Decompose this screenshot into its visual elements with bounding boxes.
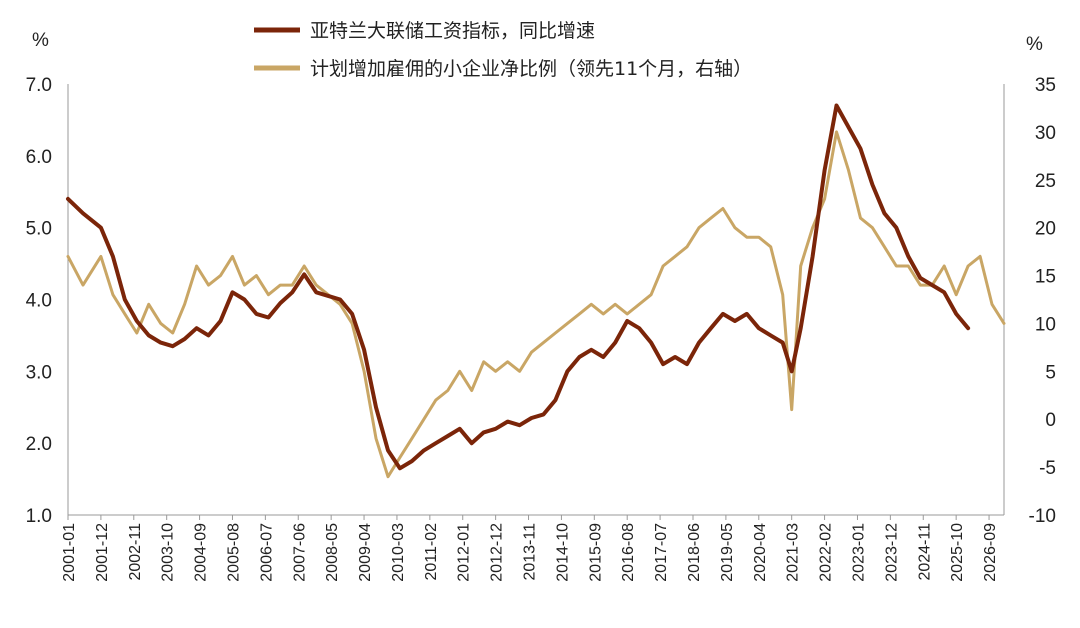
left-tick-label: 1.0 (26, 506, 52, 527)
x-tick-label: 2022-02 (818, 523, 835, 582)
right-tick-label: 10 (1035, 314, 1056, 335)
legend-label-wage: 亚特兰大联储工资指标，同比增速 (310, 20, 595, 42)
left-tick-label: 3.0 (26, 362, 52, 383)
x-tick-label: 2019-05 (719, 523, 736, 582)
right-tick-label: 25 (1035, 171, 1056, 192)
right-tick-labels: 35 30 25 20 15 10 5 0 -5 -10 (1029, 75, 1056, 527)
series-layer (66, 103, 1006, 479)
x-tick-label: 2008-05 (324, 523, 341, 582)
left-tick-label: 4.0 (26, 291, 52, 312)
x-tick-label: 2013-11 (522, 523, 539, 581)
x-tick-label: 2016-08 (620, 523, 637, 582)
right-tick-label: 5 (1045, 362, 1056, 383)
series-line-hiring-plans (66, 130, 1006, 479)
axes (67, 84, 1005, 516)
left-tick-label: 7.0 (26, 75, 52, 96)
series-line-wage-growth (66, 103, 971, 471)
x-tick-label: 2010-03 (390, 523, 407, 582)
x-tick-label: 2004-09 (193, 523, 210, 582)
x-tick-label: 2009-04 (357, 523, 374, 582)
left-tick-label: 6.0 (26, 147, 52, 168)
left-unit-label: % (32, 30, 49, 51)
right-tick-label: -5 (1039, 458, 1056, 479)
right-tick-label: -10 (1029, 506, 1056, 527)
x-tick-label: 2003-10 (160, 523, 177, 582)
x-tick-label: 2012-12 (489, 523, 506, 582)
left-tick-label: 5.0 (26, 219, 52, 240)
x-tick-label: 2026-09 (982, 523, 999, 582)
x-tick-label: 2023-12 (883, 523, 900, 582)
x-tick-label: 2020-04 (752, 523, 769, 582)
x-tick-label: 2001-12 (94, 523, 111, 582)
x-tick-label: 2001-01 (61, 523, 78, 582)
legend: 亚特兰大联储工资指标，同比增速 计划增加雇佣的小企业净比例（领先11个月，右轴） (254, 20, 752, 80)
x-tick-label: 2023-01 (850, 523, 867, 582)
left-tick-label: 2.0 (26, 434, 52, 455)
x-tick-label: 2015-09 (587, 523, 604, 582)
x-tick-label: 2018-06 (686, 523, 703, 582)
x-tick-label: 2011-02 (423, 523, 440, 581)
right-tick-label: 15 (1035, 267, 1056, 288)
right-tick-label: 35 (1035, 75, 1056, 96)
x-tick-label: 2024-11 (916, 523, 933, 581)
x-tick-label: 2025-10 (949, 523, 966, 582)
right-unit-label: % (1026, 34, 1043, 55)
left-tick-labels: 7.0 6.0 5.0 4.0 3.0 2.0 1.0 (26, 75, 52, 527)
x-tick-label: 2021-03 (785, 523, 802, 582)
x-tick-label: 2012-01 (456, 523, 473, 582)
right-tick-label: 30 (1035, 123, 1056, 144)
right-tick-label: 20 (1035, 219, 1056, 240)
legend-label-hiring: 计划增加雇佣的小企业净比例（领先11个月，右轴） (310, 58, 752, 80)
x-tick-label: 2002-11 (127, 523, 144, 581)
x-tick-label: 2017-07 (653, 523, 670, 582)
x-tick-labels: 2001-01 2001-12 2002-11 2003-10 2004-09 2005-… (61, 515, 999, 582)
right-tick-label: 0 (1045, 410, 1056, 431)
x-tick-label: 2007-06 (291, 523, 308, 582)
x-tick-label: 2005-08 (225, 523, 242, 582)
x-tick-label: 2006-07 (258, 523, 275, 582)
x-tick-label: 2014-10 (554, 523, 571, 582)
